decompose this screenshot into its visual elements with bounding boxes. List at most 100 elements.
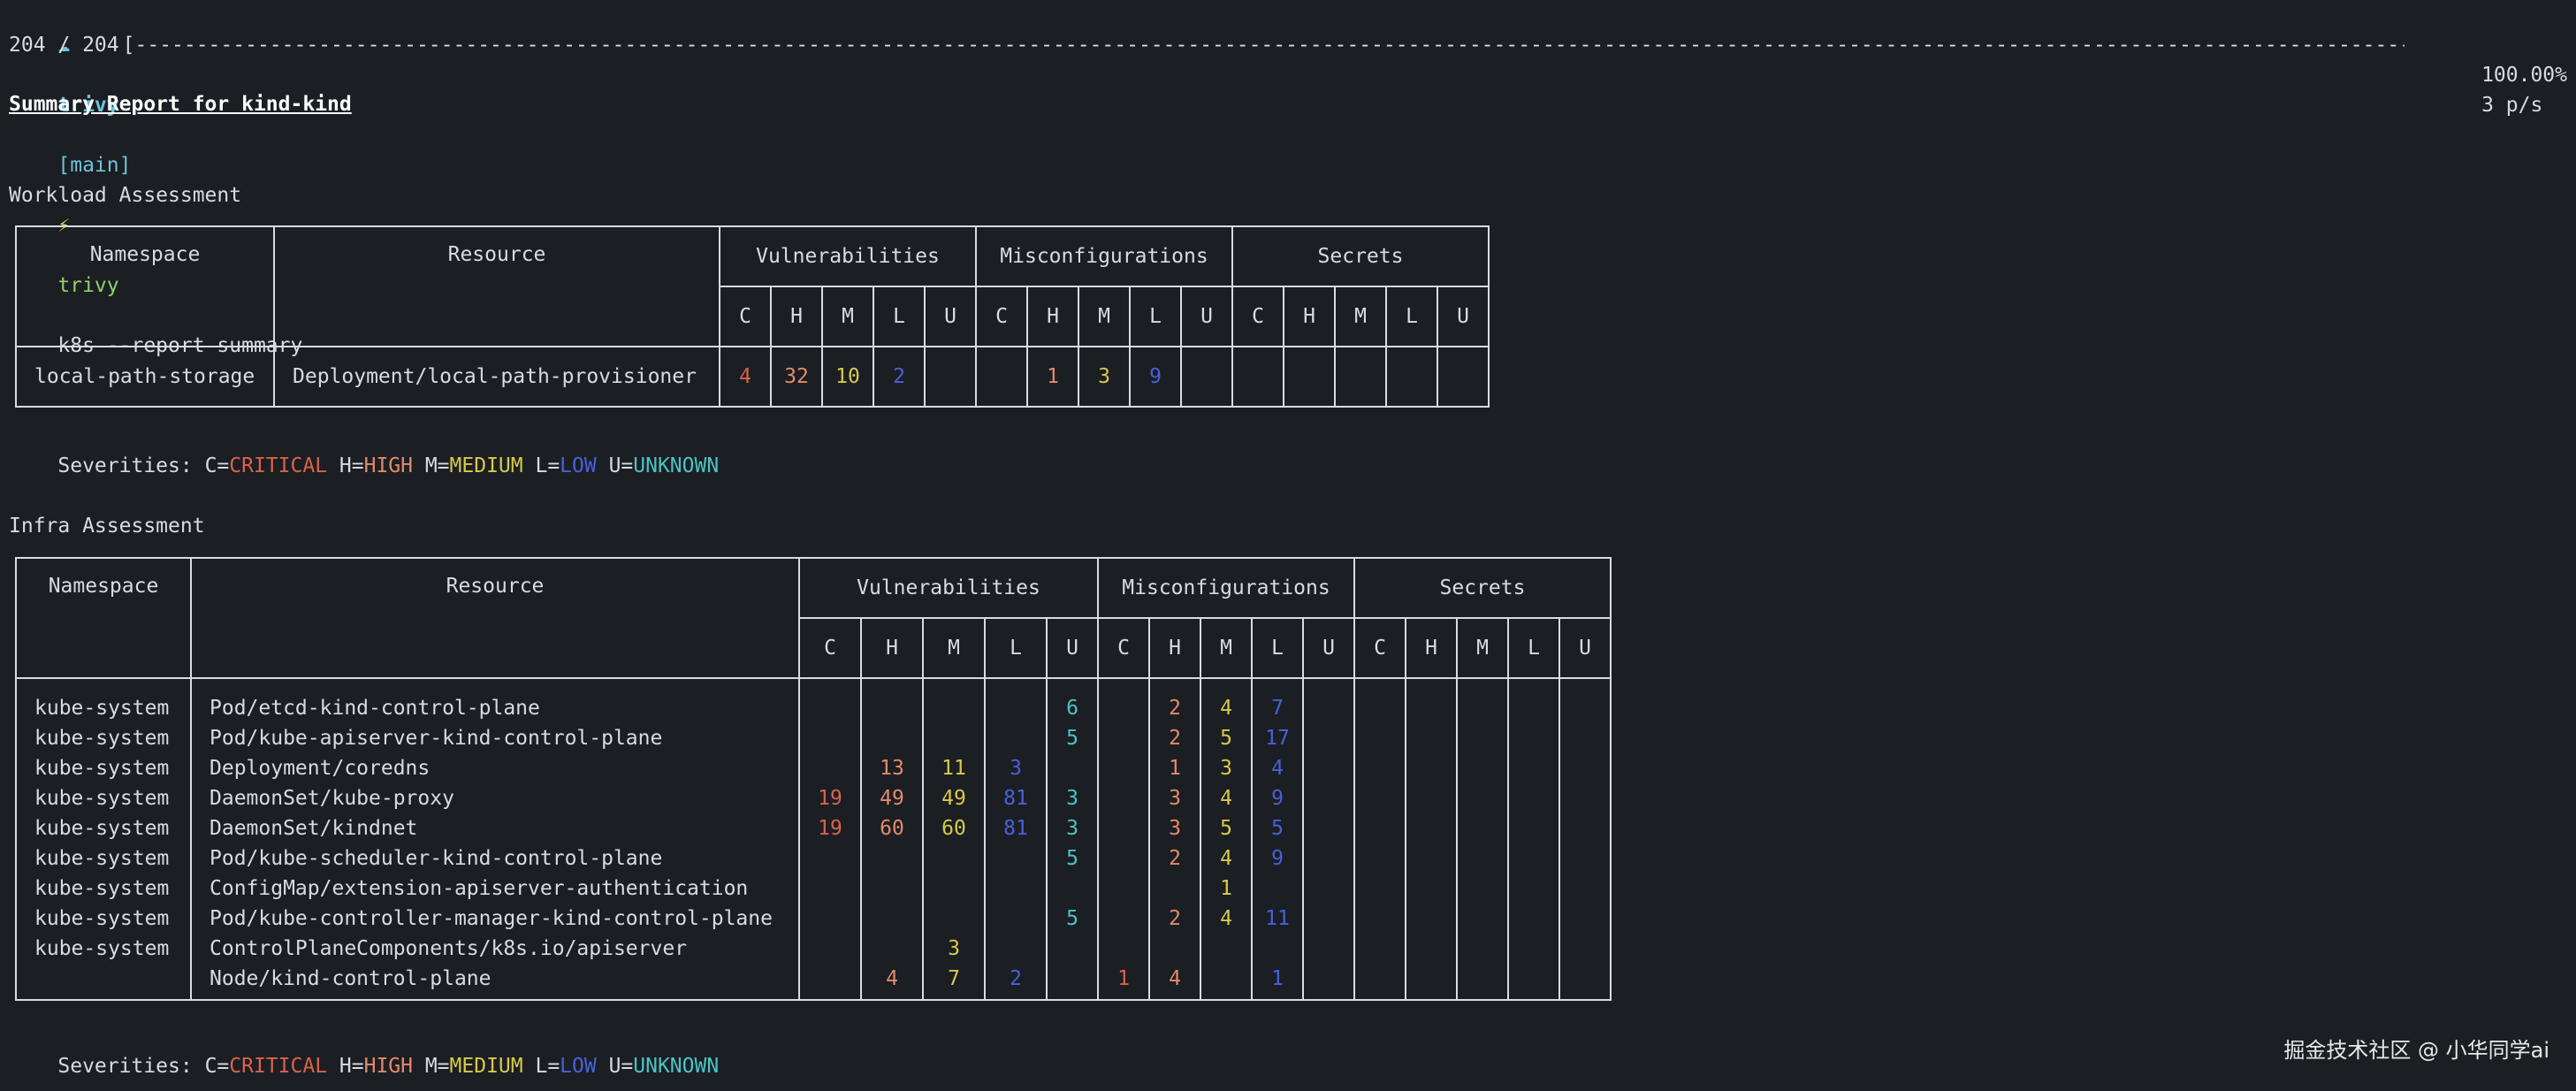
infra-assessment-table: Namespace Resource Vulnerabilities Misco… — [15, 557, 1612, 1001]
vuln-low-count: 81 — [1003, 787, 1028, 810]
severity-header-vuln-high: H — [860, 617, 924, 679]
misconf-critical-count — [1099, 813, 1148, 843]
column-header-secrets: Secrets — [1231, 225, 1490, 287]
vuln-critical-count — [800, 843, 860, 874]
legend-low: LOW — [560, 454, 597, 477]
misconf-critical-count — [1099, 904, 1148, 934]
secrets-medium-count — [1458, 783, 1507, 813]
misconf-unknown-count — [1304, 723, 1353, 753]
column-header-misconfigurations: Misconfigurations — [975, 225, 1233, 287]
legend-high: HIGH — [363, 1055, 413, 1078]
secrets-critical-column — [1231, 346, 1284, 408]
vuln-medium-count: 7 — [948, 967, 960, 990]
misconf-medium-count: 4 — [1220, 847, 1232, 870]
severities-legend: Severities: C=CRITICAL H=HIGH M=MEDIUM L… — [9, 421, 719, 511]
secrets-unknown-count — [1560, 964, 1610, 994]
vuln-medium-count: 10 — [835, 365, 860, 388]
namespace-cell: kube-system kube-system kube-system kube-sy… — [15, 677, 192, 1001]
column-header-secrets: Secrets — [1353, 557, 1612, 619]
vuln-high-count: 49 — [880, 787, 904, 810]
misconf-low-count: 17 — [1265, 727, 1290, 750]
secrets-medium-count — [1458, 813, 1507, 843]
vuln-critical-count — [800, 693, 860, 723]
misconf-critical-count — [1099, 693, 1148, 723]
severity-header-vuln-critical: C — [798, 617, 862, 679]
vuln-unknown-count: 5 — [1066, 907, 1078, 930]
misconf-medium-column: 3 — [1078, 346, 1131, 408]
secrets-low-count — [1509, 783, 1559, 813]
resource-value: DaemonSet/kindnet — [210, 817, 418, 840]
legend-h-key: H= — [327, 1055, 364, 1078]
legend-prefix: Severities: — [57, 1055, 205, 1078]
secrets-low-count — [1387, 362, 1437, 392]
namespace-value: kube-system — [34, 937, 170, 960]
vuln-critical-count: 19 — [818, 787, 842, 810]
vuln-medium-column: 11 49 60 3 7 — [922, 677, 986, 1001]
legend-m-key: M= — [412, 1055, 450, 1078]
misconf-low-count: 9 — [1271, 787, 1284, 810]
secrets-unknown-column — [1559, 677, 1612, 1001]
misconf-unknown-count — [1304, 964, 1353, 994]
resource-value: Pod/kube-scheduler-kind-control-plane — [210, 847, 663, 870]
misconf-unknown-count — [1304, 874, 1353, 904]
secrets-high-column — [1283, 346, 1336, 408]
legend-h-key: H= — [327, 454, 364, 477]
misconf-low-count — [1253, 934, 1302, 964]
misconf-medium-count: 1 — [1220, 877, 1232, 900]
column-header-vulnerabilities: Vulnerabilities — [798, 557, 1099, 619]
severities-legend: Severities: C=CRITICAL H=HIGH M=MEDIUM L… — [9, 1021, 719, 1091]
vuln-high-column: 13 49 60 4 — [860, 677, 924, 1001]
misconf-critical-column: 1 — [1097, 677, 1150, 1001]
vuln-low-count — [986, 843, 1046, 874]
misconf-critical-column — [975, 346, 1028, 408]
vuln-medium-count: 3 — [948, 937, 960, 960]
misconf-high-count: 3 — [1169, 817, 1181, 840]
misconf-unknown-count — [1182, 362, 1231, 392]
vuln-critical-count — [800, 723, 860, 753]
vuln-unknown-count — [1048, 753, 1097, 783]
secrets-medium-count — [1458, 964, 1507, 994]
secrets-high-count — [1406, 783, 1456, 813]
vuln-unknown-count — [926, 362, 975, 392]
vuln-unknown-count: 5 — [1066, 847, 1078, 870]
misconf-unknown-count — [1304, 904, 1353, 934]
secrets-critical-count — [1355, 964, 1405, 994]
secrets-unknown-count — [1560, 693, 1610, 723]
resource-cell: Pod/etcd-kind-control-plane Pod/kube-apis… — [190, 677, 800, 1001]
severity-header-secrets-critical: C — [1231, 286, 1284, 347]
vuln-low-count — [986, 904, 1046, 934]
table-row: local-path-storage Deployment/local-path-… — [15, 346, 1490, 408]
vuln-high-column: 32 — [770, 346, 823, 408]
vuln-low-count: 2 — [1010, 967, 1022, 990]
progress-bar: [---------------------------------------… — [122, 34, 2405, 57]
report-title: Summary Report for kind-kind — [9, 93, 352, 116]
secrets-medium-count — [1458, 904, 1507, 934]
severity-header-vuln-critical: C — [719, 286, 772, 347]
secrets-unknown-column — [1437, 346, 1490, 408]
secrets-critical-count — [1355, 934, 1405, 964]
misconf-low-count: 7 — [1271, 697, 1284, 720]
secrets-high-count — [1406, 723, 1456, 753]
misconf-high-count: 2 — [1169, 847, 1181, 870]
cloud-icon: ☁ — [57, 34, 71, 57]
misconf-unknown-column — [1180, 346, 1233, 408]
misconf-unknown-count — [1304, 693, 1353, 723]
secrets-unknown-count — [1560, 813, 1610, 843]
legend-l-key: L= — [522, 454, 560, 477]
severity-header-misconf-unknown: U — [1302, 617, 1355, 679]
severity-header-secrets-high: H — [1405, 617, 1458, 679]
secrets-medium-count — [1458, 753, 1507, 783]
secrets-medium-count — [1458, 934, 1507, 964]
legend-l-key: L= — [522, 1055, 560, 1078]
namespace-value: kube-system — [34, 697, 170, 720]
namespace-value: kube-system — [34, 787, 170, 810]
misconf-high-count: 4 — [1169, 967, 1181, 990]
misconf-low-count: 4 — [1271, 757, 1284, 780]
severity-header-secrets-critical: C — [1353, 617, 1406, 679]
misconf-low-count: 9 — [1271, 847, 1284, 870]
misconf-high-count: 2 — [1169, 727, 1181, 750]
vuln-high-count — [862, 874, 922, 904]
vuln-high-count: 32 — [784, 365, 809, 388]
severity-header-misconf-high: H — [1026, 286, 1079, 347]
